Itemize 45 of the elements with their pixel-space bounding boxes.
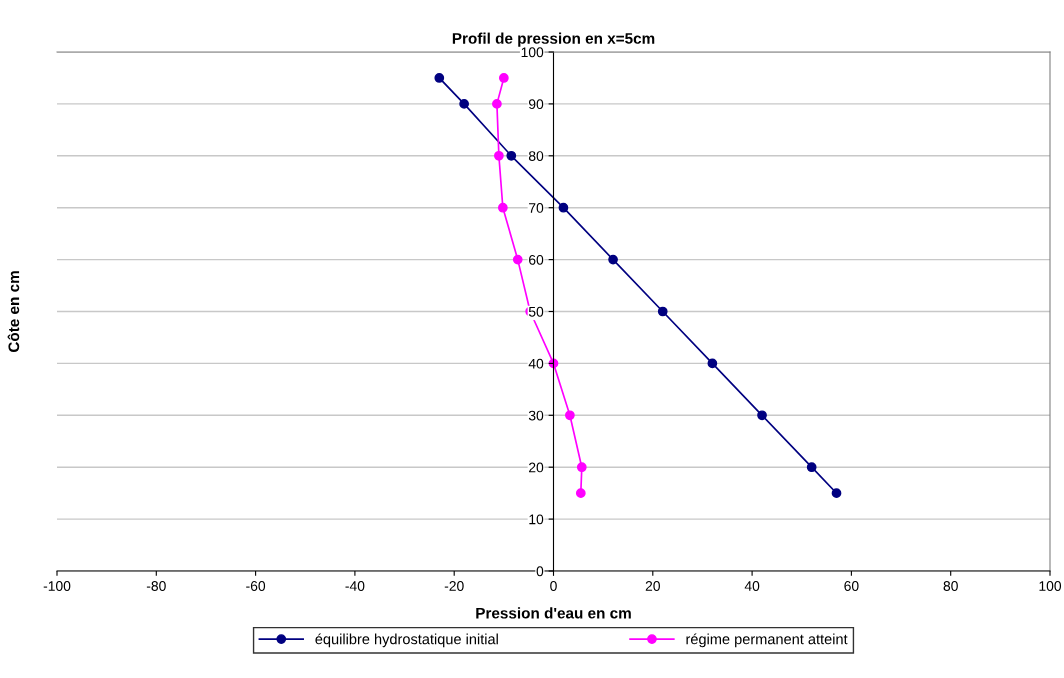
x-tick-label: 0 xyxy=(550,581,557,591)
x-tick-label: 80 xyxy=(943,581,958,591)
y-tick-label: 60 xyxy=(529,254,544,265)
point xyxy=(565,410,575,421)
point xyxy=(707,358,718,369)
point xyxy=(494,150,504,161)
point xyxy=(757,410,767,421)
x-tick-label: -60 xyxy=(246,581,266,591)
x-tick-label: -80 xyxy=(146,581,166,591)
chart-title: Profil de pression en x=5cm xyxy=(452,32,655,47)
point xyxy=(576,462,587,473)
point xyxy=(575,488,586,499)
x-tick-label: 20 xyxy=(645,581,660,591)
x-tick-label: 40 xyxy=(744,581,760,591)
point xyxy=(497,202,508,213)
legend-label: équilibre hydrostatique initial xyxy=(315,633,498,648)
point xyxy=(434,73,445,83)
y-tick-label: 20 xyxy=(529,462,544,473)
y-tick-label: 50 xyxy=(528,306,544,317)
y-tick-label: 100 xyxy=(521,47,544,58)
x-tick-label: 60 xyxy=(844,581,859,591)
point xyxy=(459,99,469,109)
point xyxy=(506,150,517,161)
y-tick-label: 70 xyxy=(529,203,544,213)
point xyxy=(512,254,523,265)
point xyxy=(657,306,668,317)
y-tick-label: 10 xyxy=(529,514,544,525)
x-tick-label: -100 xyxy=(43,581,71,591)
y-tick-label: 30 xyxy=(528,410,544,421)
y-axis-title: Côte en cm xyxy=(7,271,20,353)
point xyxy=(806,462,817,473)
x-tick-label: 100 xyxy=(1039,581,1062,591)
point xyxy=(831,488,842,499)
x-tick-label: -20 xyxy=(444,581,464,591)
point xyxy=(558,202,569,213)
y-tick-label: 80 xyxy=(528,151,544,161)
y-tick-label: 90 xyxy=(528,99,544,110)
x-tick-label: -40 xyxy=(345,581,365,591)
point xyxy=(492,99,502,109)
y-tick-label: 40 xyxy=(528,358,544,369)
point xyxy=(608,254,618,265)
legend-label: régime permanent atteint xyxy=(686,633,848,648)
point xyxy=(498,73,509,83)
x-axis-title: Pression d'eau en cm xyxy=(476,607,631,619)
y-tick-label: 0 xyxy=(536,566,544,577)
